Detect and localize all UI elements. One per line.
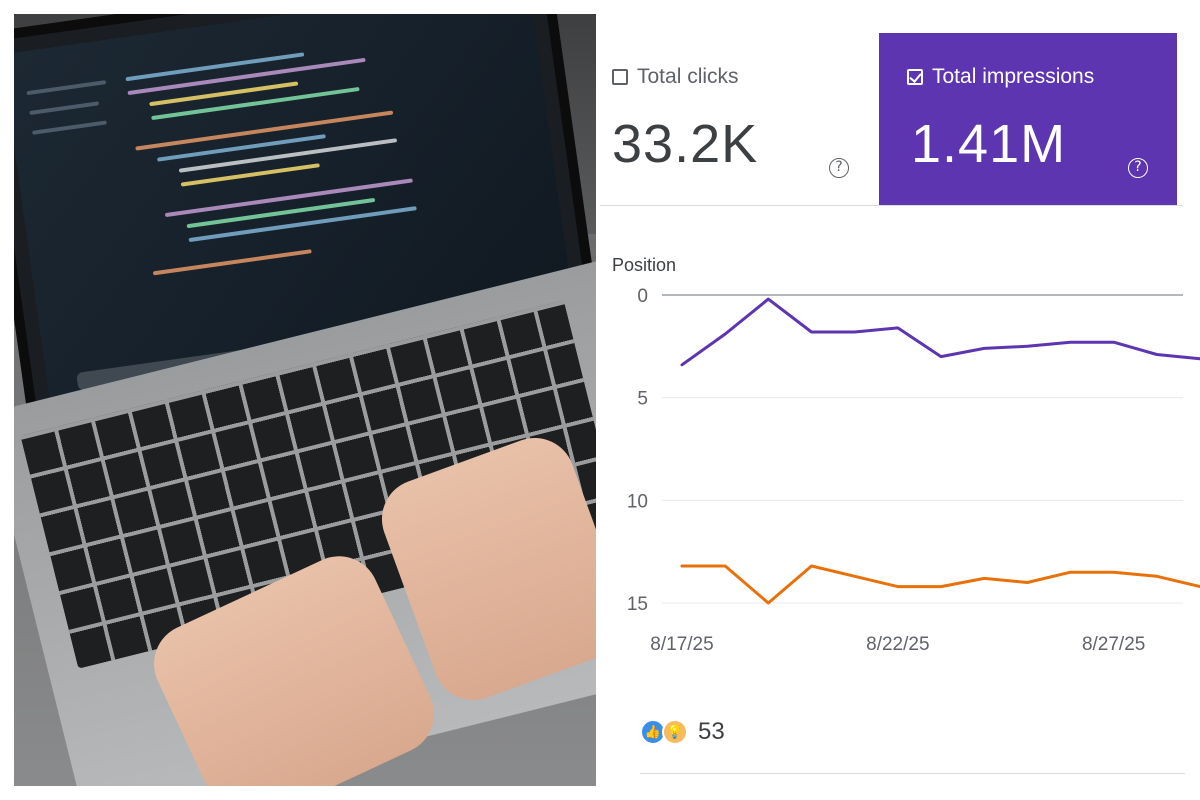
help-icon[interactable]: ? bbox=[1128, 158, 1148, 178]
divider bbox=[600, 205, 1183, 206]
lightbulb-icon: 💡 bbox=[662, 719, 688, 745]
total-impressions-card[interactable]: Total impressions 1.41M ? bbox=[879, 33, 1177, 205]
position-axis-title: Position bbox=[612, 255, 677, 275]
x-tick-label: 8/17/25 bbox=[650, 634, 713, 655]
x-tick-label: 8/22/25 bbox=[866, 634, 929, 655]
total-impressions-header: Total impressions bbox=[907, 65, 1094, 89]
reaction-count: 53 bbox=[698, 718, 725, 745]
laptop-coding-photo bbox=[14, 14, 596, 786]
y-tick-label: 5 bbox=[637, 389, 648, 410]
total-clicks-label: Total clicks bbox=[637, 65, 739, 88]
total-clicks-card[interactable]: Total clicks 33.2K ? bbox=[600, 33, 878, 205]
help-icon[interactable]: ? bbox=[829, 158, 849, 178]
total-impressions-checkbox[interactable] bbox=[907, 69, 923, 85]
total-impressions-value: 1.41M bbox=[911, 114, 1067, 174]
x-tick-label: 8/27/25 bbox=[1082, 634, 1145, 655]
divider bbox=[640, 773, 1185, 774]
total-clicks-value: 33.2K bbox=[612, 114, 759, 174]
total-clicks-header: Total clicks bbox=[612, 65, 739, 89]
position-line-chart: 0 5 10 158/17/25 8/22/25 8/27/25 bbox=[627, 286, 1200, 655]
total-impressions-label: Total impressions bbox=[932, 65, 1095, 88]
reactions-bar[interactable]: 👍 💡 53 bbox=[640, 718, 725, 746]
y-tick-label: 10 bbox=[627, 491, 648, 512]
search-performance-panel: Total clicks 33.2K ? Total impressions 1… bbox=[600, 0, 1200, 800]
y-tick-label: 15 bbox=[627, 594, 648, 615]
series-line-1[interactable] bbox=[680, 564, 1200, 605]
series-line-0[interactable] bbox=[680, 297, 1200, 367]
total-clicks-checkbox[interactable] bbox=[612, 69, 628, 85]
thumbs-up-icon: 👍 bbox=[640, 719, 666, 745]
y-tick-label: 0 bbox=[637, 286, 648, 307]
